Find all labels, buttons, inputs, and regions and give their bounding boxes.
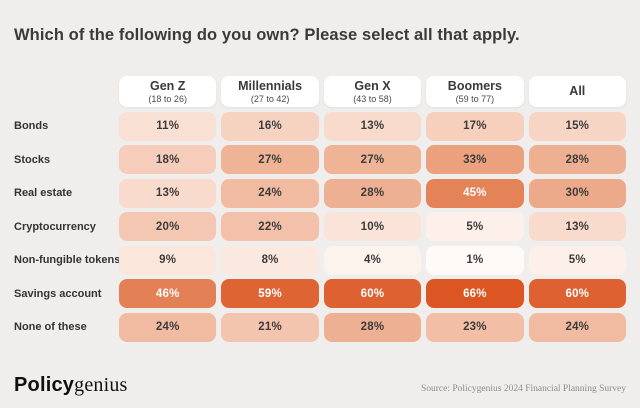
heatmap-cell: 8%: [221, 245, 319, 275]
table-corner-spacer: [14, 76, 114, 107]
footer: Policygenius Source: Policygenius 2024 F…: [14, 374, 626, 397]
heatmap-cell: 59%: [221, 279, 319, 308]
column-header-age-range: (59 to 77): [455, 93, 495, 104]
heatmap-cell: 17%: [426, 111, 524, 141]
column-header-age-range: (43 to 58): [353, 93, 392, 104]
source-attribution: Source: Policygenius 2024 Financial Plan…: [420, 384, 626, 394]
column-header-gen-z: Gen Z (18 to 26): [119, 76, 217, 107]
row-label: Non-fungible tokens: [14, 254, 121, 266]
row-label: Real estate: [14, 187, 73, 199]
page-title: Which of the following do you own? Pleas…: [14, 26, 520, 44]
heatmap-cell: 24%: [221, 178, 319, 208]
column-header-gen-x: Gen X (43 to 58): [323, 76, 422, 107]
heatmap-cell: 13%: [528, 212, 626, 241]
row-label: None of these: [14, 321, 87, 333]
column-header-boomers: Boomers (59 to 77): [426, 76, 524, 107]
heatmap-cell: 46%: [119, 279, 217, 308]
heatmap-cell: 27%: [323, 145, 422, 174]
heatmap-cell: 22%: [221, 212, 319, 241]
heatmap-cell: 5%: [528, 245, 626, 275]
heatmap-cell: 45%: [426, 178, 524, 208]
heatmap-cell: 33%: [426, 145, 524, 174]
heatmap-cell: 28%: [528, 145, 626, 174]
heatmap-cell: 13%: [119, 178, 217, 208]
heatmap-cell: 1%: [426, 245, 524, 275]
column-header-label: Millennials: [238, 79, 303, 94]
heatmap-table: Gen Z (18 to 26) Millennials (27 to 42) Gen …: [14, 76, 626, 342]
policygenius-logo: Policygenius: [14, 374, 128, 397]
row-label: Bonds: [14, 120, 49, 132]
heatmap-cell: 60%: [528, 279, 626, 308]
heatmap-cell: 60%: [323, 279, 422, 308]
heatmap-cell: 13%: [323, 111, 422, 141]
heatmap-cell: 15%: [528, 111, 626, 141]
heatmap-cell: 4%: [323, 245, 422, 275]
column-header-age-range: (18 to 26): [148, 93, 187, 104]
heatmap-cell: 24%: [119, 312, 217, 342]
column-header-millennials: Millennials (27 to 42): [221, 76, 319, 107]
heatmap-cell: 10%: [323, 212, 422, 241]
heatmap-cell: 27%: [221, 145, 319, 174]
heatmap-cell: 28%: [323, 312, 422, 342]
column-header-label: All: [569, 84, 586, 99]
column-header-label: Gen X: [354, 79, 391, 94]
heatmap-cell: 18%: [119, 145, 217, 174]
heatmap-cell: 20%: [119, 212, 217, 241]
heatmap-cell: 9%: [119, 245, 217, 275]
heatmap-cell: 16%: [221, 111, 319, 141]
logo-text-policy: Policy: [14, 374, 75, 396]
column-header-label: Gen Z: [149, 79, 186, 94]
heatmap-cell: 23%: [426, 312, 524, 342]
column-header-age-range: (27 to 42): [250, 93, 290, 104]
row-label: Savings account: [14, 287, 102, 300]
heatmap-cell: 21%: [221, 312, 319, 342]
row-label: Cryptocurrency: [14, 220, 96, 233]
heatmap-cell: 11%: [119, 111, 217, 141]
column-header-label: Boomers: [447, 79, 502, 94]
row-label: Stocks: [14, 153, 51, 166]
column-header-all: All: [528, 76, 626, 107]
heatmap-cell: 30%: [528, 178, 626, 208]
logo-text-genius: genius: [74, 374, 128, 396]
heatmap-cell: 28%: [323, 178, 422, 208]
heatmap-cell: 5%: [426, 212, 524, 241]
heatmap-cell: 66%: [426, 279, 524, 308]
heatmap-cell: 24%: [528, 312, 626, 342]
